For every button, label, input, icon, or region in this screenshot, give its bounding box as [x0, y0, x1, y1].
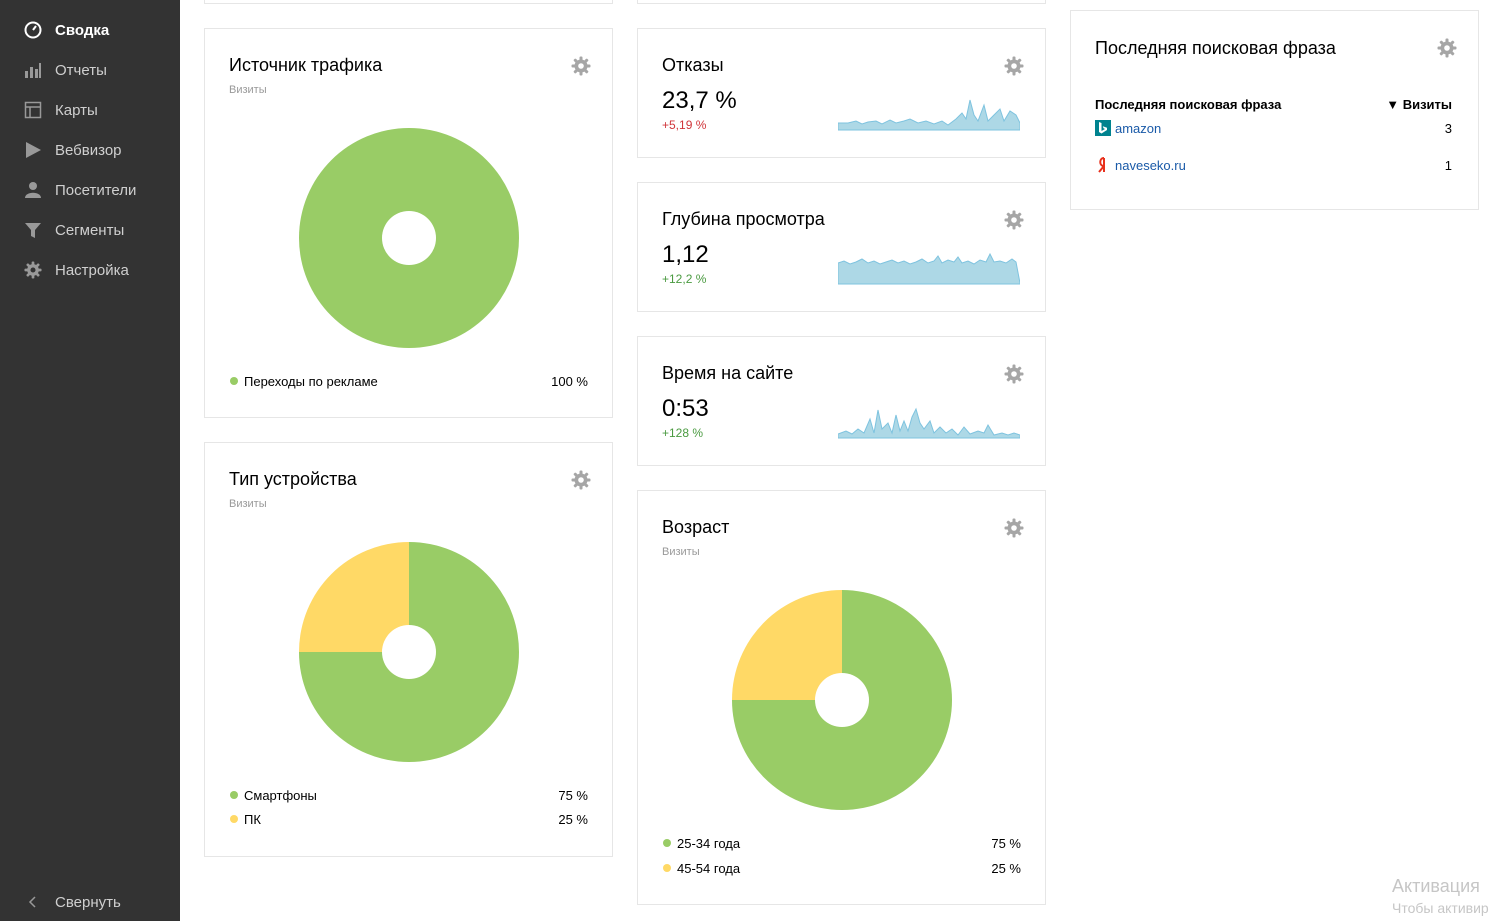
age-widget: Возраст Визиты 25-34 года 75 % 45-54 год…: [637, 490, 1046, 905]
sidebar-item-segments[interactable]: Сегменты: [0, 210, 180, 250]
widget-subtitle: Визиты: [229, 84, 267, 96]
legend-value: 25 %: [991, 861, 1021, 876]
bounce-rate-widget: Отказы 23,7 % +5,19 %: [637, 28, 1046, 158]
sidebar: Сводка Отчеты Карты Вебвизор Посетители: [0, 0, 180, 921]
user-icon: [25, 182, 41, 198]
legend-value: 75 %: [991, 836, 1021, 851]
legend-dot: [230, 791, 238, 799]
legend-label: Смартфоны: [244, 788, 317, 803]
collapse-label: Свернуть: [55, 894, 121, 911]
legend-value: 25 %: [558, 812, 588, 827]
legend-item: ПК 25 %: [229, 810, 588, 830]
gear-icon[interactable]: [1437, 38, 1457, 58]
widget-title: Источник трафика: [229, 55, 383, 75]
metric-delta: +128 %: [662, 426, 704, 440]
gear-icon[interactable]: [571, 470, 591, 490]
widget-subtitle: Визиты: [662, 546, 700, 558]
search-phrase-link[interactable]: amazon: [1115, 121, 1162, 136]
play-icon: [26, 142, 41, 158]
traffic-donut-chart: [299, 128, 519, 348]
activation-watermark: Активация: [1392, 876, 1480, 896]
card-edge: [204, 0, 613, 4]
legend-label: ПК: [244, 812, 261, 827]
metric-value: 23,7 %: [662, 87, 737, 114]
widget-title: Последняя поисковая фраза: [1095, 38, 1336, 58]
last-search-phrase-widget: Последняя поисковая фраза Последняя поис…: [1070, 10, 1479, 210]
sidebar-item-settings[interactable]: Настройка: [0, 250, 180, 290]
metric-delta: +12,2 %: [662, 272, 707, 286]
device-donut-chart: [299, 542, 519, 762]
activation-watermark-hint: Чтобы активир: [1392, 900, 1489, 916]
widget-title: Время на сайте: [662, 363, 794, 383]
traffic-source-widget: Источник трафика Визиты Переходы по рекл…: [204, 28, 613, 418]
search-phrase-link[interactable]: naveseko.ru: [1115, 158, 1186, 173]
legend-label: 45-54 года: [677, 861, 741, 876]
legend-value: 100 %: [551, 374, 588, 389]
metric-delta: +5,19 %: [662, 118, 707, 132]
pie-slice-45-54 года: [732, 590, 842, 700]
card-edge: [637, 0, 1046, 4]
visits-count: 1: [1444, 158, 1452, 173]
legend-item: Переходы по рекламе 100 %: [229, 372, 588, 392]
sidebar-item-label: Сводка: [55, 21, 110, 39]
legend-value: 75 %: [558, 788, 588, 803]
sidebar-item-label: Сегменты: [55, 221, 125, 239]
widget-title: Возраст: [662, 517, 730, 537]
yandex-icon: [1098, 157, 1105, 173]
sidebar-item-summary[interactable]: Сводка: [0, 10, 180, 50]
legend-item: 45-54 года 25 %: [662, 859, 1021, 879]
age-donut-chart: [732, 590, 952, 810]
widget-subtitle: Визиты: [229, 498, 267, 510]
pie-slice-ПК: [299, 542, 409, 652]
legend-item: Смартфоны 75 %: [229, 786, 588, 806]
sidebar-item-label: Посетители: [55, 181, 137, 199]
gear-icon[interactable]: [1004, 56, 1024, 76]
column-header-visits[interactable]: ▼ Визиты: [1386, 97, 1452, 112]
gear-icon[interactable]: [1004, 210, 1024, 230]
legend-dot: [663, 839, 671, 847]
sidebar-item-label: Карты: [55, 101, 98, 119]
gear-icon[interactable]: [571, 56, 591, 76]
legend-item: 25-34 года 75 %: [662, 834, 1021, 854]
sidebar-item-reports[interactable]: Отчеты: [0, 50, 180, 90]
map-icon: [24, 101, 42, 119]
legend-label: 25-34 года: [677, 836, 741, 851]
widget-title: Отказы: [662, 55, 724, 75]
chevron-left-icon: [28, 896, 36, 908]
sidebar-item-label: Настройка: [55, 261, 129, 279]
metric-value: 0:53: [662, 395, 709, 422]
gear-icon[interactable]: [1004, 364, 1024, 384]
widget-title: Тип устройства: [229, 469, 357, 489]
page-depth-widget: Глубина просмотра 1,12 +12,2 %: [637, 182, 1046, 312]
column-header-phrase: Последняя поисковая фраза: [1095, 97, 1282, 112]
gear-icon: [24, 261, 42, 279]
bing-icon: [1095, 120, 1111, 136]
widget-title: Глубина просмотра: [662, 209, 825, 229]
metric-value: 1,12: [662, 241, 709, 268]
legend-label: Переходы по рекламе: [244, 374, 378, 389]
depth-sparkline: [838, 253, 1020, 285]
sidebar-item-label: Вебвизор: [55, 141, 122, 159]
device-type-widget: Тип устройства Визиты Смартфоны 75 % ПК …: [204, 442, 613, 857]
collapse-sidebar-button[interactable]: Свернуть: [0, 883, 180, 923]
gear-icon[interactable]: [1004, 518, 1024, 538]
sidebar-item-label: Отчеты: [55, 61, 107, 79]
time-on-site-widget: Время на сайте 0:53 +128 %: [637, 336, 1046, 466]
legend-dot: [230, 815, 238, 823]
speedometer-icon: [24, 21, 42, 39]
bounce-sparkline: [838, 99, 1020, 131]
filter-icon: [25, 223, 41, 238]
sidebar-item-maps[interactable]: Карты: [0, 90, 180, 130]
legend-dot: [230, 377, 238, 385]
sidebar-item-webvisor[interactable]: Вебвизор: [0, 130, 180, 170]
sidebar-item-visitors[interactable]: Посетители: [0, 170, 180, 210]
time-sparkline: [838, 407, 1020, 439]
legend-dot: [663, 864, 671, 872]
visits-count: 3: [1444, 121, 1452, 136]
bar-chart-icon: [25, 63, 41, 78]
